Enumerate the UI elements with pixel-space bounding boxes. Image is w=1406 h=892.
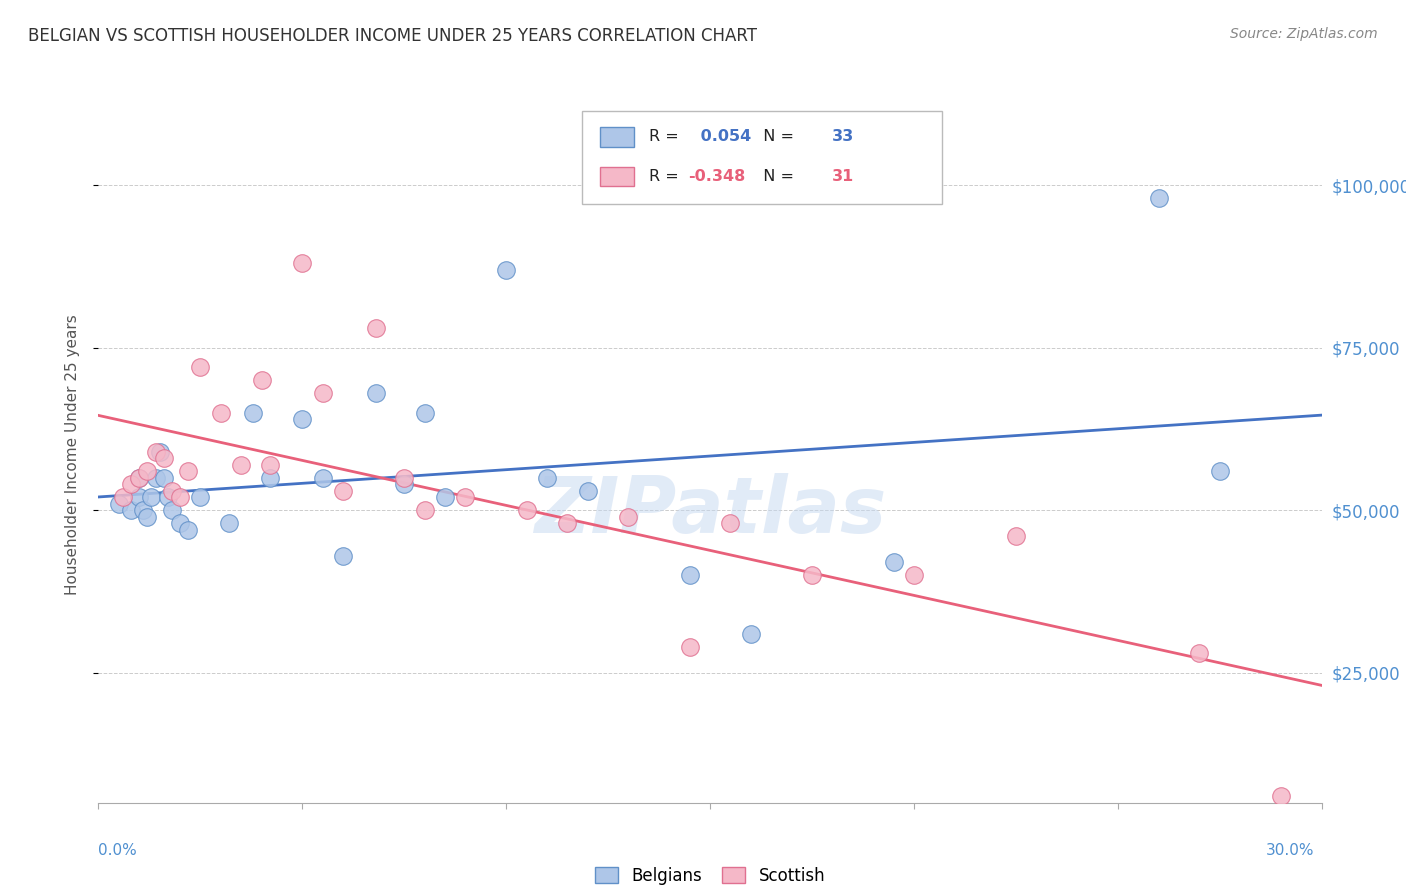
Point <box>332 549 354 563</box>
Point <box>536 471 558 485</box>
FancyBboxPatch shape <box>600 167 634 186</box>
Point <box>1188 646 1211 660</box>
Point <box>108 497 131 511</box>
Point <box>720 516 742 531</box>
Point <box>160 483 183 498</box>
Text: 33: 33 <box>832 129 855 145</box>
Point <box>576 483 599 498</box>
Point <box>145 471 167 485</box>
Point <box>801 568 824 582</box>
Text: R =: R = <box>650 169 683 184</box>
Point <box>259 458 281 472</box>
Point <box>160 503 183 517</box>
Text: 0.054: 0.054 <box>696 129 752 145</box>
Point <box>136 464 159 478</box>
Point <box>392 477 416 491</box>
Point <box>111 490 134 504</box>
Text: N =: N = <box>752 129 799 145</box>
Point <box>145 444 167 458</box>
Point <box>1209 464 1232 478</box>
Point <box>128 471 150 485</box>
Point <box>617 509 640 524</box>
Point <box>495 262 517 277</box>
Text: R =: R = <box>650 129 683 145</box>
Point <box>557 516 579 531</box>
Text: BELGIAN VS SCOTTISH HOUSEHOLDER INCOME UNDER 25 YEARS CORRELATION CHART: BELGIAN VS SCOTTISH HOUSEHOLDER INCOME U… <box>28 27 756 45</box>
Point <box>177 464 200 478</box>
Point <box>291 256 314 270</box>
Point <box>169 516 191 531</box>
Point <box>128 471 150 485</box>
Point <box>679 640 702 654</box>
Point <box>312 386 335 401</box>
FancyBboxPatch shape <box>582 111 942 204</box>
Point <box>1147 191 1170 205</box>
Point <box>218 516 240 531</box>
Point <box>434 490 457 504</box>
Point <box>136 509 159 524</box>
Point <box>454 490 477 504</box>
Point <box>740 626 762 640</box>
Point <box>259 471 281 485</box>
Point <box>132 503 155 517</box>
Text: -0.348: -0.348 <box>688 169 745 184</box>
Point <box>392 471 416 485</box>
Text: N =: N = <box>752 169 799 184</box>
Point <box>413 406 436 420</box>
Point <box>1270 789 1292 804</box>
Point <box>120 503 142 517</box>
Point <box>120 477 142 491</box>
Point <box>149 444 172 458</box>
Point <box>364 386 387 401</box>
Point <box>413 503 436 517</box>
Point <box>128 490 150 504</box>
Point <box>250 373 273 387</box>
Point <box>231 458 253 472</box>
Point <box>152 451 174 466</box>
Text: ZIPatlas: ZIPatlas <box>534 473 886 549</box>
Point <box>188 360 212 375</box>
Text: 31: 31 <box>832 169 855 184</box>
Y-axis label: Householder Income Under 25 years: Householder Income Under 25 years <box>65 315 80 595</box>
Point <box>141 490 163 504</box>
Text: 30.0%: 30.0% <box>1267 843 1315 858</box>
Legend: Belgians, Scottish: Belgians, Scottish <box>588 860 832 891</box>
Point <box>169 490 191 504</box>
FancyBboxPatch shape <box>600 128 634 146</box>
Point <box>209 406 232 420</box>
Point <box>188 490 212 504</box>
Point <box>364 321 387 335</box>
Point <box>516 503 538 517</box>
Point <box>1004 529 1026 543</box>
Point <box>156 490 179 504</box>
Point <box>679 568 702 582</box>
Point <box>903 568 925 582</box>
Point <box>177 523 200 537</box>
Point <box>312 471 335 485</box>
Point <box>332 483 354 498</box>
Text: 0.0%: 0.0% <box>98 843 138 858</box>
Point <box>291 412 314 426</box>
Point <box>242 406 264 420</box>
Point <box>883 555 905 569</box>
Text: Source: ZipAtlas.com: Source: ZipAtlas.com <box>1230 27 1378 41</box>
Point <box>152 471 174 485</box>
